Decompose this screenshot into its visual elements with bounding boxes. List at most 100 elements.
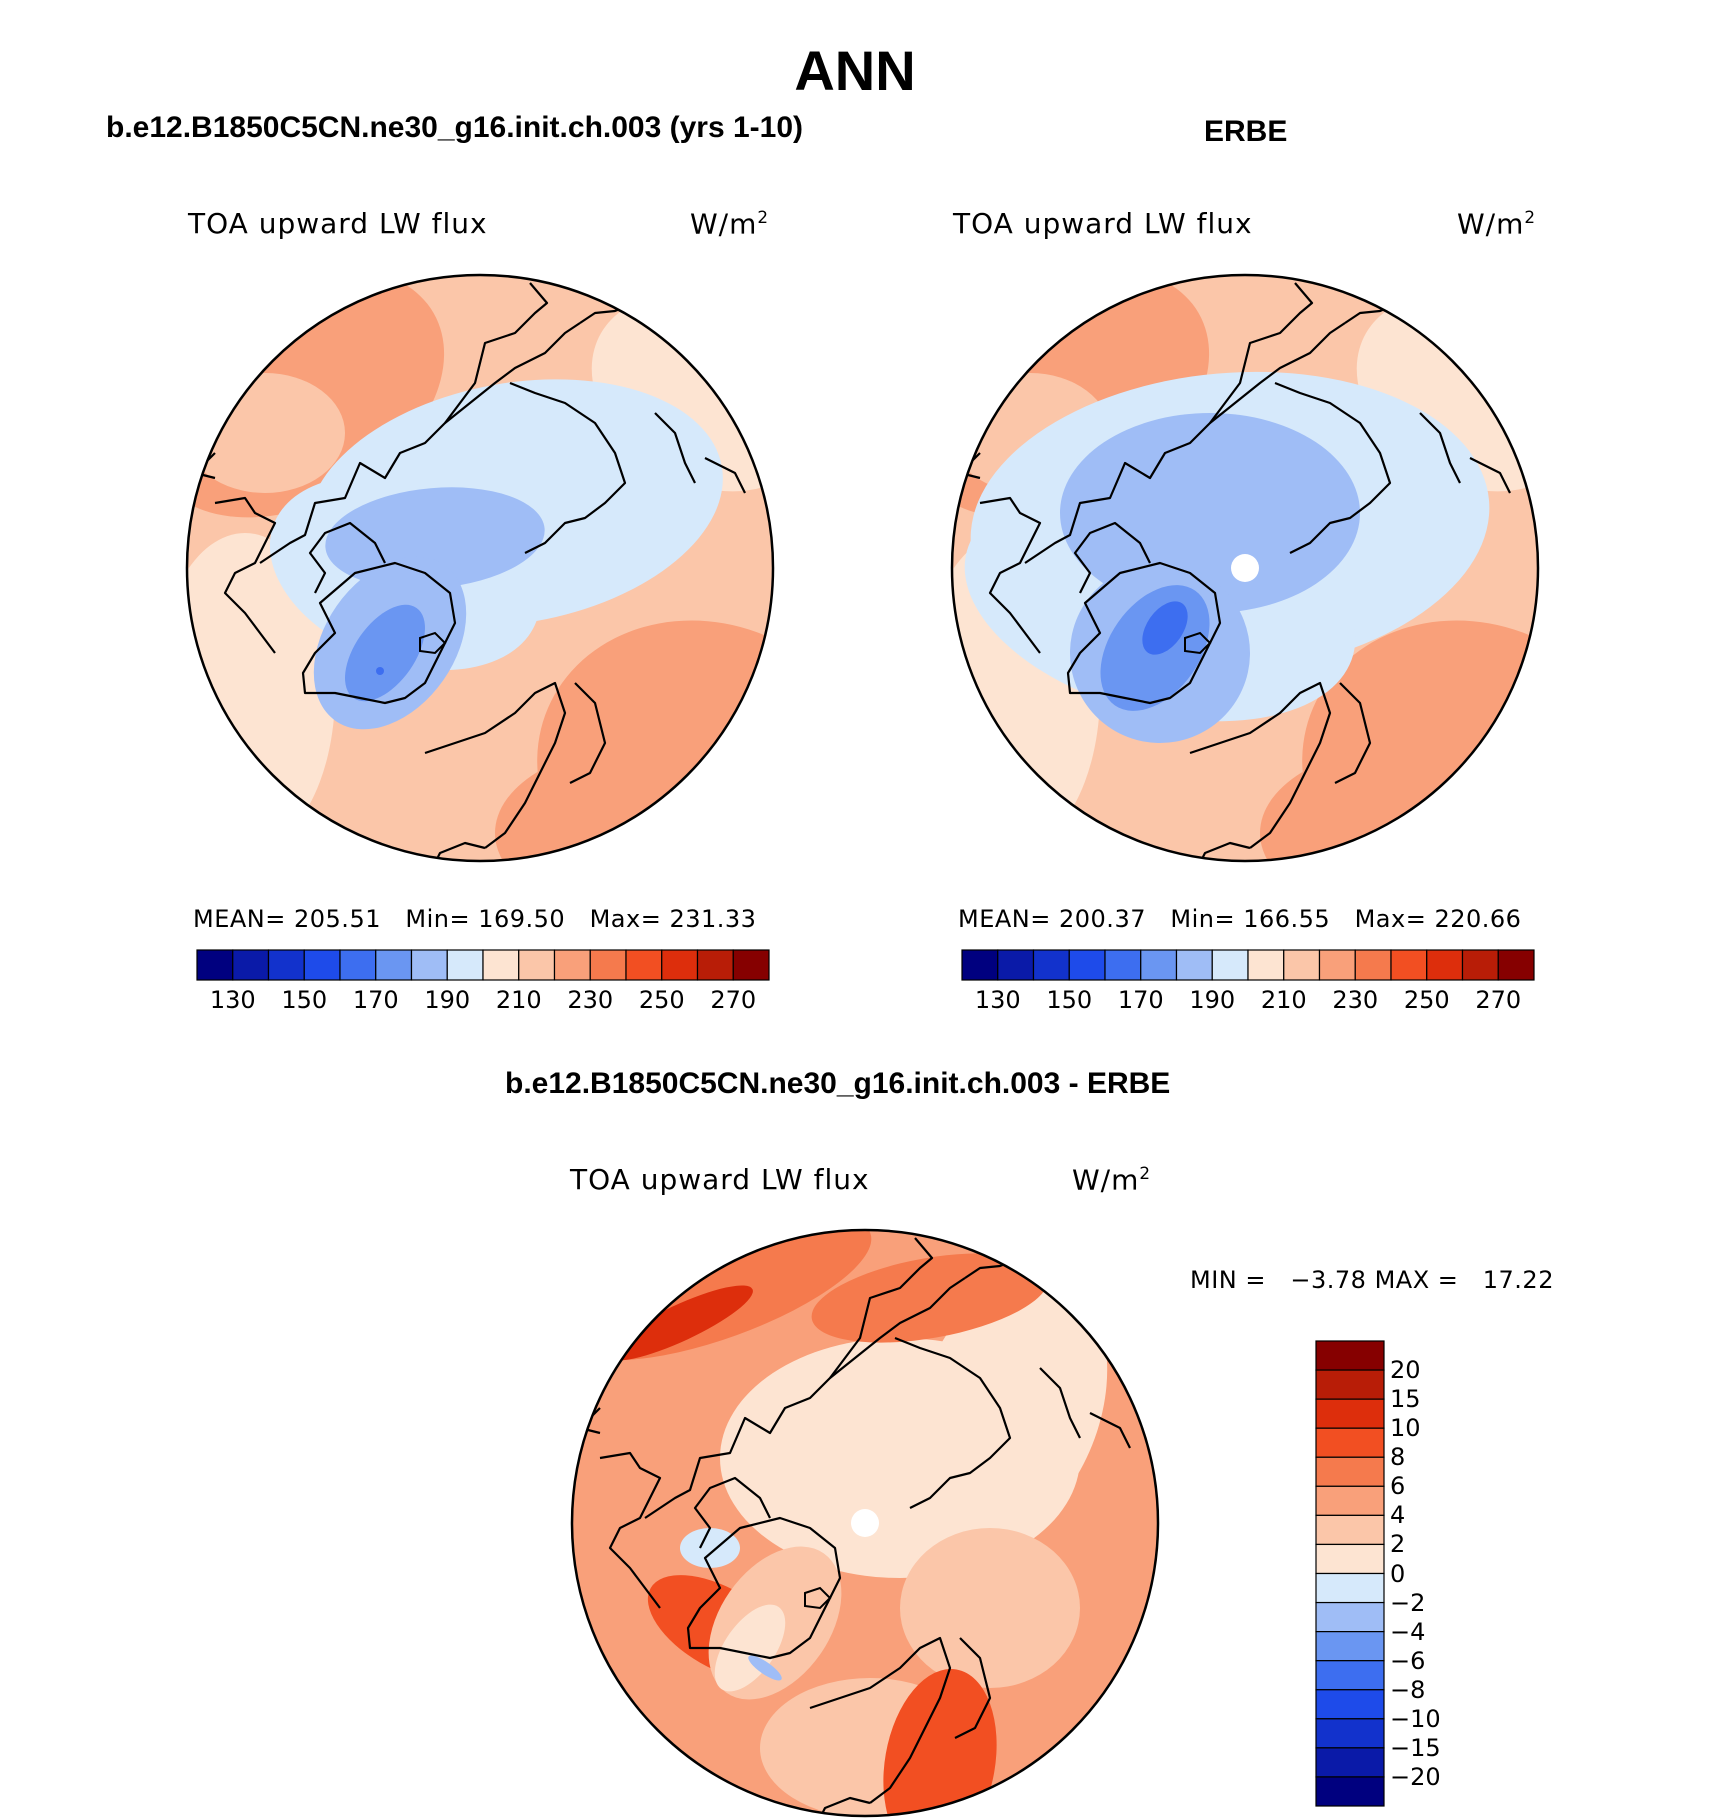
colorbar-box <box>1461 949 1499 981</box>
colorbar-box <box>1140 949 1178 981</box>
colorbar-tick-label: 130 <box>974 986 1021 1014</box>
colorbar-box <box>1247 949 1285 981</box>
colorbar-box <box>303 949 341 981</box>
colorbar-box <box>1315 1514 1385 1546</box>
panel1-colorbar <box>196 949 770 981</box>
panel1-colorbar-ticks: 130 150 170 190 210 230 250 270 <box>197 986 769 1016</box>
panel1-max: 231.33 <box>669 905 757 933</box>
colorbar-box <box>1175 949 1213 981</box>
colorbar-box <box>1315 1718 1385 1749</box>
colorbar-box <box>232 949 270 981</box>
coastline <box>1334 682 1372 784</box>
colorbar-box <box>1390 949 1428 981</box>
coastline <box>301 561 457 705</box>
contour-region <box>607 1285 753 1361</box>
colorbar-tick-label: 170 <box>352 986 399 1014</box>
colorbar-box <box>997 949 1035 981</box>
panel1-field-label: TOA upward LW flux <box>188 207 488 240</box>
colorbar-box <box>446 949 484 981</box>
coastline <box>686 1516 842 1660</box>
colorbar-tick-label: 230 <box>1332 986 1379 1014</box>
coastline <box>809 1636 952 1804</box>
coastline <box>424 681 567 849</box>
contour-region <box>1142 601 1188 655</box>
colorbar-tick-label: 10 <box>1390 1414 1421 1443</box>
colorbar-tick-label: 270 <box>710 986 757 1014</box>
colorbar-tick-label: −20 <box>1390 1762 1441 1791</box>
colorbar-box <box>482 949 520 981</box>
colorbar-tick-label: 250 <box>638 986 685 1014</box>
colorbar-tick-label: 150 <box>281 986 328 1014</box>
colorbar-tick-label: 8 <box>1390 1443 1406 1472</box>
contour-region <box>345 604 425 702</box>
coastline <box>954 1637 992 1739</box>
colorbar-box <box>410 949 448 981</box>
panel1-min: 169.50 <box>478 905 566 933</box>
coastline <box>1189 681 1332 849</box>
contour-region <box>900 1528 1080 1688</box>
colorbar-tick-label: 170 <box>1117 986 1164 1014</box>
coastline <box>1469 457 1511 494</box>
colorbar-box <box>696 949 734 981</box>
colorbar-box <box>375 949 413 981</box>
colorbar-tick-label: 0 <box>1390 1559 1406 1588</box>
colorbar-box <box>961 949 999 981</box>
colorbar-box <box>339 949 377 981</box>
colorbar-tick-label: −8 <box>1390 1675 1426 1704</box>
colorbar-box <box>1068 949 1106 981</box>
coastline <box>1039 1367 1081 1439</box>
panel2-title: ERBE <box>1204 115 1288 148</box>
colorbar-box <box>1315 1631 1385 1662</box>
coastline <box>894 1336 1012 1509</box>
colorbar-box <box>1315 1747 1385 1778</box>
coastline <box>259 282 549 564</box>
contour-region <box>495 743 773 861</box>
colorbar-box <box>1354 949 1392 981</box>
colorbar-tick-label: −2 <box>1390 1588 1426 1617</box>
colorbar-box <box>1315 1572 1385 1604</box>
figure-title: ANN <box>794 39 916 102</box>
coastline <box>509 381 627 554</box>
panel2-min: 166.55 <box>1243 905 1331 933</box>
coastline <box>1209 322 1346 424</box>
colorbar-box <box>1315 1485 1385 1516</box>
coastline <box>1089 1412 1131 1449</box>
coastline <box>444 322 581 424</box>
panel3-min: −3.78 <box>1290 1266 1367 1294</box>
coastline <box>1024 282 1314 564</box>
colorbar-tick-label: 130 <box>209 986 256 1014</box>
colorbar-box <box>1315 1340 1385 1371</box>
contour-region <box>1260 743 1538 861</box>
panel2-max: 220.66 <box>1434 905 1522 933</box>
contour-region <box>748 1655 782 1681</box>
panel1-polar-map <box>185 273 775 863</box>
coastline <box>979 496 1042 654</box>
coastline <box>1419 412 1461 484</box>
coastline <box>308 521 386 594</box>
colorbar-box <box>1104 949 1142 981</box>
colorbar-box <box>553 949 591 981</box>
map-boundary <box>185 273 775 863</box>
colorbar-box <box>1318 949 1356 981</box>
panel2-colorbar <box>961 949 1535 981</box>
colorbar-box <box>1315 1456 1385 1487</box>
coastline <box>419 631 447 655</box>
colorbar-box <box>732 949 770 981</box>
colorbar-tick-label: 250 <box>1403 986 1450 1014</box>
colorbar-box <box>1315 1369 1385 1400</box>
coastline <box>599 1451 662 1609</box>
coastline <box>569 682 607 784</box>
colorbar-box <box>1315 1601 1385 1633</box>
colorbar-box <box>518 949 556 981</box>
panel3-polar-map <box>570 1228 1160 1818</box>
colorbar-box <box>267 949 305 981</box>
coastline <box>654 412 696 484</box>
panel1-title: b.e12.B1850C5CN.ne30_g16.init.ch.003 (yr… <box>106 111 804 144</box>
coastline <box>1073 521 1151 594</box>
contour-region <box>811 1253 1049 1343</box>
colorbar-box <box>1315 1427 1385 1458</box>
colorbar-box <box>1497 949 1535 981</box>
colorbar-box <box>1315 1660 1385 1691</box>
coastline <box>214 496 277 654</box>
contour-region <box>376 667 384 675</box>
